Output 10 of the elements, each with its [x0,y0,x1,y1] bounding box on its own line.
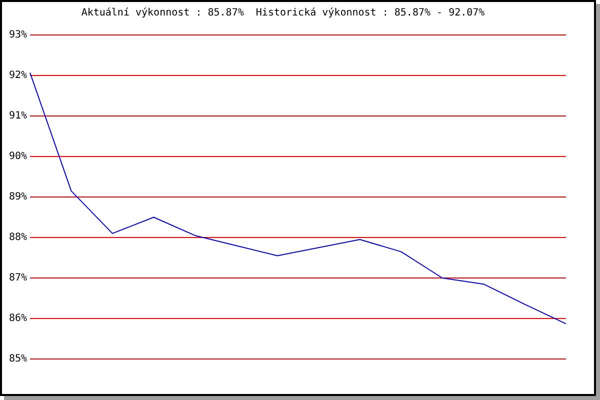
chart-title: Aktuální výkonnost : 85.87% Historická výkonnost : 85.87% - 92.07% [81,8,485,19]
y-tick-label: 91% [8,110,27,122]
y-tick-label: 86% [8,313,27,324]
y-tick-label: 88% [8,232,27,244]
y-tick-label: 92% [8,70,27,82]
y-tick-label: 89% [8,192,27,203]
y-tick-label: 93% [8,30,27,41]
y-tick-label: 87% [8,272,27,284]
y-tick-label: 85% [8,354,27,365]
y-tick-label: 90% [8,151,27,162]
